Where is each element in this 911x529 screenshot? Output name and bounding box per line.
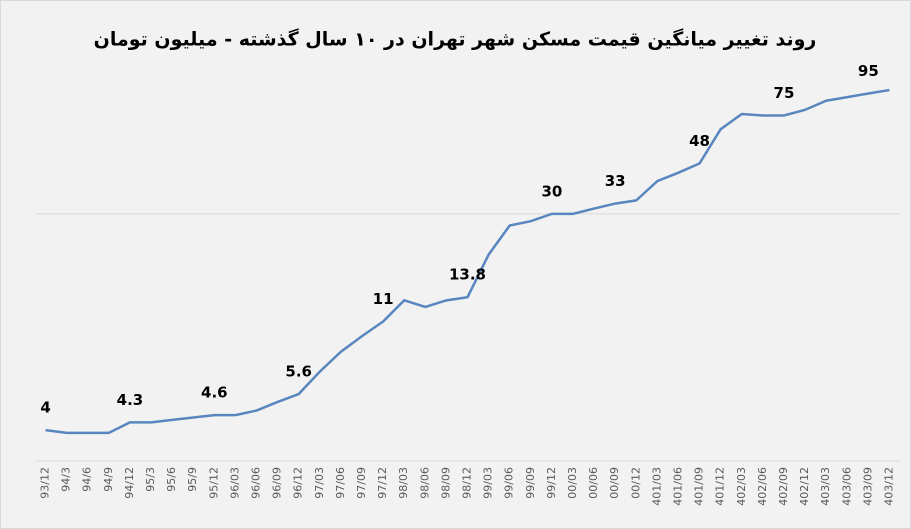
x-tick-label: 401/06 (671, 467, 684, 506)
x-tick-label: 95/9 (186, 467, 199, 492)
x-tick-label: 00/06 (587, 467, 600, 499)
x-tick-label: 94/6 (81, 467, 94, 492)
x-tick-label: 401/03 (650, 467, 663, 506)
x-tick-label: 402/09 (777, 467, 790, 506)
x-tick-label: 00/03 (566, 467, 579, 499)
data-label: 48 (689, 132, 710, 150)
x-tick-label: 95/3 (144, 467, 157, 492)
x-tick-label: 96/12 (292, 467, 305, 499)
x-tick-label: 97/06 (334, 467, 347, 499)
x-tick-label: 401/12 (714, 467, 727, 506)
x-tick-label: 99/06 (503, 467, 516, 499)
x-tick-label: 94/12 (123, 467, 136, 499)
x-tick-label: 95/12 (207, 467, 220, 499)
x-tick-label: 401/09 (693, 467, 706, 506)
x-tick-label: 99/12 (545, 467, 558, 499)
x-tick-label: 402/12 (798, 467, 811, 506)
data-label: 4 (40, 399, 50, 417)
x-tick-label: 97/12 (376, 467, 389, 499)
x-tick-label: 99/03 (482, 467, 495, 499)
x-tick-label: 94/9 (102, 467, 115, 492)
x-tick-label: 98/12 (461, 467, 474, 499)
x-tick-label: 98/06 (418, 467, 431, 499)
x-tick-label: 98/03 (397, 467, 410, 499)
x-tick-label: 00/09 (608, 467, 621, 499)
data-label: 11 (373, 290, 394, 308)
x-tick-label: 97/09 (355, 467, 368, 499)
x-tick-label: 402/03 (735, 467, 748, 506)
x-tick-label: 403/03 (819, 467, 832, 506)
data-label: 95 (858, 62, 879, 80)
line-series (45, 88, 890, 435)
x-tick-label: 96/03 (228, 467, 241, 499)
x-tick-label: 99/09 (524, 467, 537, 499)
x-tick-label: 94/3 (60, 467, 73, 492)
x-tick-label: 403/12 (882, 467, 895, 506)
data-label: 30 (541, 182, 562, 200)
x-tick-label: 00/12 (629, 467, 642, 499)
x-tick-label: 98/09 (439, 467, 452, 499)
x-tick-label: 93/12 (39, 467, 52, 499)
x-tick-label: 402/06 (756, 467, 769, 506)
x-tick-label: 403/09 (861, 467, 874, 506)
chart-title: روند تغییر میانگین قیمت مسکن شهر تهران د… (94, 28, 817, 51)
x-tick-label: 96/09 (271, 467, 284, 499)
x-tick-label: 403/06 (840, 467, 853, 506)
data-label: 75 (774, 84, 795, 102)
data-label: 33 (605, 172, 626, 190)
x-tick-label: 95/6 (165, 467, 178, 492)
data-label: 5.6 (285, 362, 312, 380)
x-tick-label: 97/03 (313, 467, 326, 499)
data-label: 13.8 (449, 266, 486, 284)
data-label: 4.3 (117, 391, 144, 409)
data-label: 4.6 (201, 384, 228, 402)
x-tick-label: 96/06 (250, 467, 263, 499)
